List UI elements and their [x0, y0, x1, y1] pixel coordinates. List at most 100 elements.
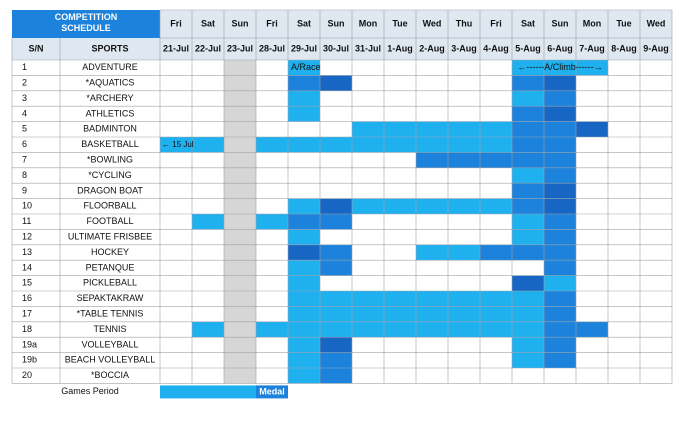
schedule-cell — [512, 306, 544, 322]
schedule-cell — [448, 137, 480, 153]
schedule-cell — [416, 121, 448, 137]
schedule-cell — [320, 291, 352, 307]
sport: HOCKEY — [91, 247, 129, 257]
schedule-cell — [576, 321, 608, 338]
date: 21-Jul — [163, 43, 189, 53]
schedule-cell — [288, 198, 320, 214]
schedule-cell — [224, 337, 256, 353]
sn: 19a — [22, 339, 37, 349]
schedule-cell — [320, 321, 352, 338]
schedule-cell — [512, 90, 544, 107]
schedule-cell — [224, 106, 256, 122]
schedule-cell — [544, 260, 576, 276]
schedule-cell — [224, 214, 256, 230]
sports-header: SPORTS — [91, 43, 128, 53]
schedule-cell — [288, 214, 320, 230]
schedule-cell — [416, 291, 448, 307]
schedule-cell — [480, 198, 512, 214]
schedule-cell — [480, 321, 512, 338]
schedule-cell — [384, 137, 416, 153]
schedule-cell — [448, 244, 480, 261]
schedule-cell — [448, 152, 480, 168]
day: Fri — [170, 18, 182, 28]
schedule-cell — [352, 291, 384, 307]
schedule-cell — [416, 306, 448, 322]
date: 31-Jul — [355, 43, 381, 53]
schedule-cell — [224, 260, 256, 276]
date: 30-Jul — [323, 43, 349, 53]
day: Wed — [423, 18, 442, 28]
schedule-cell — [224, 352, 256, 368]
schedule-cell — [224, 121, 256, 137]
schedule-cell — [544, 121, 576, 137]
day: Sun — [328, 18, 345, 28]
schedule-cell — [544, 90, 576, 107]
sport: *ARCHERY — [86, 93, 133, 103]
schedule-cell — [288, 306, 320, 322]
schedule-cell — [448, 198, 480, 214]
schedule-cell — [320, 198, 352, 214]
schedule-cell — [544, 291, 576, 307]
date: 29-Jul — [291, 43, 317, 53]
sport: *TABLE TENNIS — [77, 308, 144, 318]
day: Sat — [521, 18, 535, 28]
date: 1-Aug — [387, 43, 413, 53]
schedule-cell — [480, 291, 512, 307]
schedule-cell — [416, 321, 448, 338]
sport: BASKETBALL — [81, 139, 139, 149]
schedule-cell — [544, 75, 576, 91]
date: 5-Aug — [515, 43, 541, 53]
day: Tue — [392, 18, 407, 28]
schedule-cell — [576, 60, 608, 76]
sn: 5 — [22, 124, 27, 134]
date: 28-Jul — [259, 43, 285, 53]
schedule-cell — [288, 75, 320, 91]
schedule-cell — [512, 152, 544, 168]
sn: 3 — [22, 93, 27, 103]
schedule-cell — [224, 275, 256, 291]
schedule-cell — [288, 244, 320, 261]
day: Sun — [552, 18, 569, 28]
sn: 13 — [22, 247, 32, 257]
schedule-cell — [352, 121, 384, 137]
footer-label: Games Period — [61, 386, 119, 396]
sport: ADVENTURE — [82, 62, 138, 72]
annotation: ←------A/Climb------→ — [517, 62, 602, 72]
schedule-cell — [544, 352, 576, 368]
sn: 7 — [22, 154, 27, 164]
date: 9-Aug — [643, 43, 669, 53]
schedule-cell — [320, 260, 352, 276]
sport: FLOORBALL — [83, 201, 136, 211]
schedule-cell — [512, 198, 544, 214]
schedule-cell — [480, 306, 512, 322]
schedule-cell — [512, 214, 544, 230]
schedule-cell — [544, 214, 576, 230]
schedule-cell — [224, 167, 256, 184]
schedule-cell — [192, 321, 224, 338]
schedule-cell — [512, 275, 544, 291]
schedule-cell — [576, 121, 608, 137]
day: Tue — [616, 18, 631, 28]
medal: Medal — [259, 386, 285, 396]
schedule-cell — [288, 106, 320, 122]
schedule-cell — [384, 121, 416, 137]
schedule-cell — [320, 137, 352, 153]
sn: 4 — [22, 108, 27, 118]
sn: 10 — [22, 201, 32, 211]
schedule-cell — [512, 352, 544, 368]
schedule-cell — [512, 291, 544, 307]
sn: 1 — [22, 62, 27, 72]
schedule-cell — [480, 152, 512, 168]
schedule-cell — [544, 60, 576, 76]
sport: VOLLEYBALL — [81, 339, 138, 349]
schedule-cell — [416, 152, 448, 168]
schedule-cell — [320, 75, 352, 91]
schedule-cell — [288, 321, 320, 338]
schedule-cell — [448, 321, 480, 338]
day: Mon — [583, 18, 602, 28]
sn: 11 — [22, 216, 31, 226]
schedule-cell — [512, 121, 544, 137]
schedule-cell — [224, 306, 256, 322]
